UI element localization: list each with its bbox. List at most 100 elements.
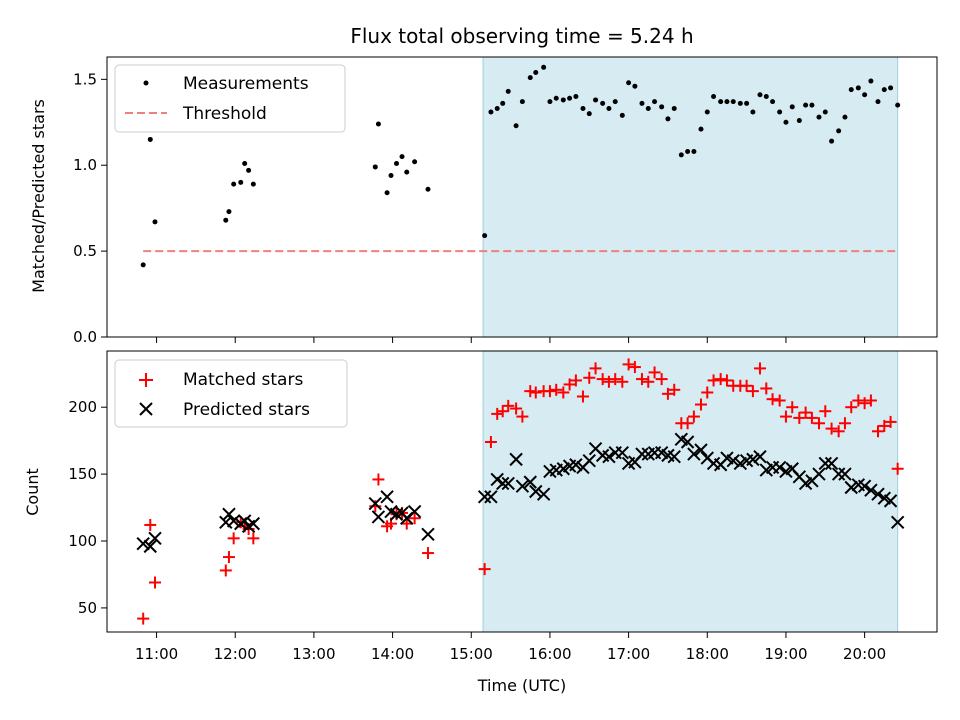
- matched-stars-point: [478, 563, 491, 576]
- measurements-point: [482, 233, 488, 239]
- measurements-point: [829, 138, 835, 144]
- matched-stars-point: [720, 374, 733, 387]
- measurements-point: [513, 123, 519, 129]
- matched-stars-point: [687, 410, 700, 423]
- measurements-point: [678, 152, 684, 158]
- matched-stars-point: [655, 373, 668, 386]
- predicted-stars-point: [812, 467, 826, 481]
- matched-stars-point: [852, 394, 865, 407]
- matched-stars-point: [799, 406, 812, 419]
- measurements-point: [231, 181, 237, 187]
- matched-stars-point: [845, 401, 858, 414]
- measurements-point: [223, 217, 229, 223]
- measurements-point: [412, 159, 418, 165]
- matched-stars-point: [786, 401, 799, 414]
- measurements-point: [862, 92, 868, 98]
- measurements-point: [384, 190, 390, 196]
- measurements-point: [639, 100, 645, 106]
- legend-measurements-marker: [143, 80, 149, 86]
- measurements-point: [147, 136, 153, 142]
- measurements-point: [685, 148, 691, 154]
- measurements-point: [494, 106, 500, 112]
- count-panel: 50 100 150 200 11:00 12:00 13:00 14:00 15:00 16:…: [23, 350, 938, 695]
- measurements-point: [152, 219, 158, 225]
- predicted-stars-point: [368, 496, 382, 511]
- matched-stars-point: [557, 386, 570, 399]
- chart-title: Flux total observing time = 5.24 h: [350, 24, 693, 48]
- measurements-point: [737, 100, 743, 106]
- matched-stars-point: [616, 375, 629, 388]
- measurements-point: [425, 186, 431, 192]
- x-axis-label: Time (UTC): [477, 676, 566, 695]
- matched-stars-point: [635, 373, 648, 386]
- matched-stars-point: [148, 576, 161, 589]
- measurements-point: [868, 78, 874, 84]
- measurements-point: [606, 106, 612, 112]
- matched-stars-point: [583, 371, 596, 384]
- predicted-stars-point: [515, 479, 530, 493]
- predicted-stars-point: [667, 450, 681, 464]
- matched-stars-point: [714, 373, 727, 386]
- measurements-point: [809, 102, 815, 108]
- measurements-point: [586, 111, 592, 117]
- matched-stars-point: [609, 373, 622, 386]
- measurements-point: [789, 104, 795, 110]
- matched-stars-point: [529, 386, 542, 399]
- predicted-stars-point: [371, 510, 386, 524]
- measurements-point: [855, 85, 861, 91]
- predicted-stars-point: [490, 472, 504, 487]
- predicted-stars-point: [635, 447, 649, 461]
- measurements-point: [777, 109, 783, 115]
- count-y-tick-label: 100: [68, 532, 97, 550]
- measurements-point: [848, 87, 854, 93]
- predicted-stars-point: [380, 490, 394, 504]
- matched-stars-point: [569, 374, 582, 387]
- predicted-stars-point: [857, 479, 872, 493]
- measurements-point: [600, 100, 606, 106]
- matched-stars-point: [227, 532, 240, 545]
- matched-stars-point: [793, 411, 806, 424]
- measurements-point: [744, 100, 750, 106]
- measurements-point: [718, 99, 724, 105]
- measurements-point: [372, 164, 378, 170]
- ratio-y-tick-label: 0.0: [73, 328, 97, 346]
- matched-stars-point: [496, 405, 509, 418]
- measurements-point: [875, 99, 881, 105]
- measurements-point: [242, 161, 248, 167]
- measurements-point: [783, 119, 789, 125]
- count-legend-box: [114, 359, 348, 428]
- predicted-stars-point: [883, 494, 898, 508]
- predicted-stars-point: [753, 450, 767, 464]
- measurements-point: [888, 85, 894, 91]
- measurements-point: [246, 167, 252, 173]
- matched-stars-point: [372, 473, 385, 486]
- legend-predicted-marker: [139, 402, 153, 416]
- measurements-point: [711, 94, 717, 100]
- legend-matched-marker: [139, 373, 153, 387]
- measurements-point: [560, 97, 566, 103]
- count-y-tick-label: 50: [78, 599, 97, 617]
- predicted-stars-point: [529, 484, 543, 499]
- matched-stars-point: [825, 422, 838, 435]
- measurements-point: [671, 106, 677, 112]
- measurements-point: [541, 64, 547, 70]
- ratio-y-axis-label: Matched/Predicted stars: [29, 99, 48, 293]
- matched-stars-point: [408, 512, 421, 525]
- count-y-tick-label: 150: [68, 465, 97, 483]
- measurements-point: [226, 209, 232, 215]
- predicted-stars-point: [136, 536, 150, 551]
- measurements-point: [704, 109, 710, 115]
- ratio-panel: 0.0 0.5 1.0 1.5 Matched/Predicted stars Mea…: [29, 56, 938, 346]
- measurements-point: [842, 114, 848, 120]
- measurements-point: [505, 88, 511, 94]
- measurements-point: [691, 148, 697, 154]
- matched-stars-point: [681, 417, 694, 430]
- count-y-axis-label: Count: [23, 468, 42, 516]
- measurements-point: [573, 94, 579, 100]
- predicted-stars-point: [143, 539, 157, 554]
- matched-stars-point: [491, 407, 504, 420]
- ratio-plot-frame: [106, 56, 938, 338]
- predicted-stars-point: [746, 452, 760, 467]
- matched-stars-point: [484, 435, 497, 448]
- matched-stars-point: [648, 366, 661, 379]
